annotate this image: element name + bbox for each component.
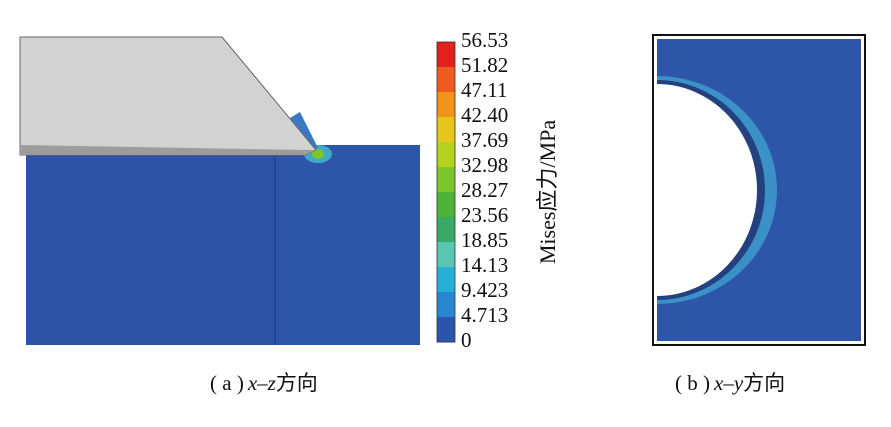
caption-variable: x–y xyxy=(713,371,744,395)
colorbar-label: 9.423 xyxy=(461,278,508,302)
colorbar-swatch xyxy=(437,42,455,68)
caption-suffix: 方向 xyxy=(743,371,785,395)
panel-a xyxy=(19,36,420,345)
colorbar: 56.5351.8247.1142.4037.6932.9828.2723.56… xyxy=(436,28,508,352)
colorbar-swatch xyxy=(437,242,455,268)
colorbar-label: 56.53 xyxy=(461,28,508,52)
colorbar-label: 14.13 xyxy=(461,253,508,277)
colorbar-label: 28.27 xyxy=(461,178,508,202)
colorbar-swatch xyxy=(437,117,455,143)
colorbar-label: 0 xyxy=(461,328,472,352)
tool xyxy=(19,36,317,156)
stress-core xyxy=(312,149,324,159)
panel-b xyxy=(652,34,866,346)
tool-edge xyxy=(20,145,316,155)
caption-b: ( b ) x–y方向 xyxy=(675,371,785,395)
colorbar-swatch xyxy=(437,67,455,93)
colorbar-label: 51.82 xyxy=(461,53,508,77)
colorbar-label: 32.98 xyxy=(461,153,508,177)
caption-variable: x–z xyxy=(247,371,276,395)
colorbar-title: Mises应力/MPa xyxy=(535,120,560,264)
colorbar-label: 4.713 xyxy=(461,303,508,327)
colorbar-swatch xyxy=(437,267,455,293)
colorbar-swatch xyxy=(437,317,455,343)
chip xyxy=(290,112,318,150)
caption-prefix: ( b ) xyxy=(675,371,710,395)
caption-a: ( a ) x–z方向 xyxy=(210,371,318,395)
colorbar-label: 18.85 xyxy=(461,228,508,252)
colorbar-swatch xyxy=(437,92,455,118)
colorbar-label: 37.69 xyxy=(461,128,508,152)
caption-suffix: 方向 xyxy=(276,371,318,395)
colorbar-swatch xyxy=(437,292,455,318)
hole xyxy=(657,84,757,296)
workpiece-shade xyxy=(26,145,276,345)
colorbar-label: 47.11 xyxy=(461,78,507,102)
colorbar-border xyxy=(436,41,456,343)
colorbar-swatch xyxy=(437,217,455,243)
colorbar-label: 23.56 xyxy=(461,203,508,227)
colorbar-swatch xyxy=(437,192,455,218)
colorbar-swatch xyxy=(437,142,455,168)
colorbar-label: 42.40 xyxy=(461,103,508,127)
colorbar-swatch xyxy=(437,167,455,193)
caption-prefix: ( a ) xyxy=(210,371,244,395)
